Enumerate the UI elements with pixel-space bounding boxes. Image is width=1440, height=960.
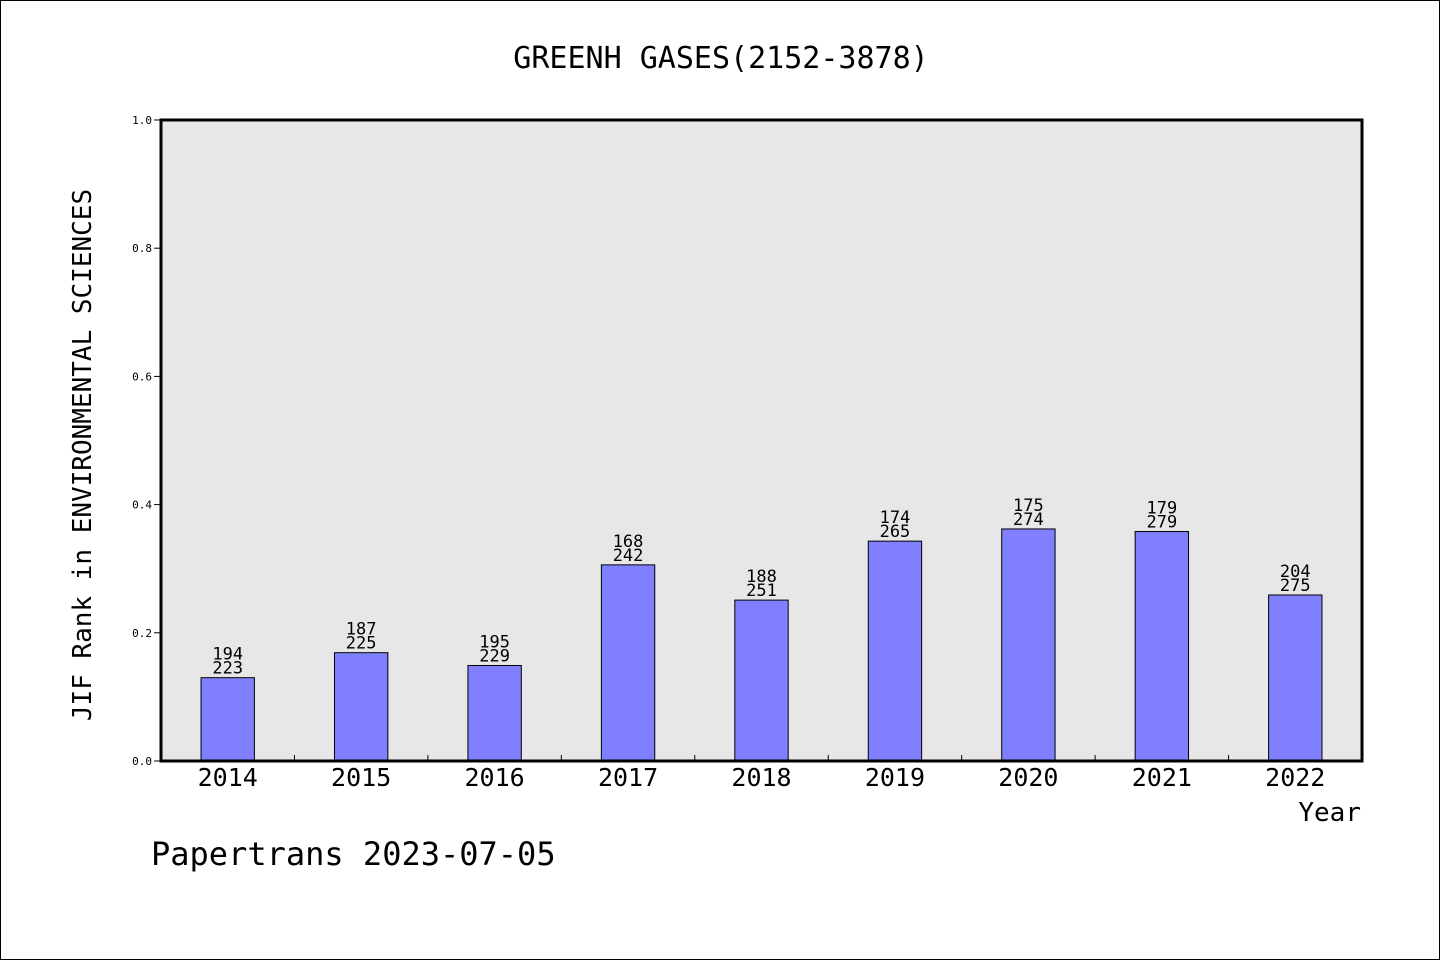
bar-total-label: 274 — [1013, 510, 1044, 530]
bar-total-label: 242 — [613, 546, 644, 566]
bar-total-label: 275 — [1280, 576, 1311, 596]
y-axis: 0.0 0.2 0.4 0.6 0.8 1.0 — [132, 114, 161, 768]
footer-credit: Papertrans 2023-07-05 — [151, 835, 556, 873]
y-axis-title: JIF Rank in ENVIRONMENTAL SCIENCES — [68, 189, 98, 721]
bar — [867, 540, 923, 762]
x-axis-title: Year — [1298, 798, 1361, 828]
bar — [600, 564, 656, 762]
plot-frame — [159, 118, 1364, 763]
x-tick-label: 2022 — [1265, 763, 1325, 792]
bar-rank-label: 175 — [1013, 496, 1044, 516]
bar-rank-label: 174 — [880, 508, 911, 528]
x-tick-label: 2018 — [731, 763, 791, 792]
y-tick-label: 0.6 — [132, 370, 152, 383]
bar — [1001, 528, 1056, 762]
y-tick-label: 1.0 — [132, 114, 152, 127]
x-tick-label: 2015 — [331, 763, 391, 792]
x-tick-label: 2017 — [598, 763, 658, 792]
x-tick-label: 2014 — [198, 763, 258, 792]
bar — [734, 599, 789, 762]
bar-rank-label: 188 — [746, 567, 777, 587]
bar-rank-label: 179 — [1146, 499, 1177, 519]
bar-total-label: 223 — [212, 659, 243, 679]
bar-total-label: 251 — [746, 581, 777, 601]
x-tick-label: 2016 — [465, 763, 525, 792]
bar-rank-label: 168 — [613, 532, 644, 552]
x-tick-label: 2021 — [1132, 763, 1192, 792]
x-tick-label: 2019 — [865, 763, 925, 792]
x-tick-label: 2020 — [998, 763, 1058, 792]
y-tick-label: 0.2 — [132, 627, 152, 640]
bar — [467, 664, 522, 762]
y-tick-label: 0.8 — [132, 242, 152, 255]
bar — [1134, 531, 1190, 762]
bar — [1268, 594, 1323, 762]
bar — [333, 652, 389, 762]
bar-rank-label: 195 — [479, 632, 510, 652]
bar — [200, 677, 255, 762]
bar-total-label: 229 — [479, 646, 510, 666]
bar-rank-label: 187 — [346, 620, 377, 640]
bars-layer — [200, 528, 1323, 762]
bar-total-label: 225 — [346, 634, 377, 654]
y-tick-label: 0.4 — [132, 499, 152, 512]
bar-total-label: 265 — [880, 522, 911, 542]
x-axis: 2014 2015 2016 2017 2018 2019 2020 2021 2022 — [198, 755, 1325, 792]
chart-title: GREENH GASES(2152-3878) — [513, 41, 928, 76]
bar-rank-label: 194 — [212, 645, 243, 665]
bar-rank-label: 204 — [1280, 562, 1311, 582]
bar-total-label: 279 — [1146, 513, 1177, 533]
y-tick-label: 0.0 — [132, 755, 152, 768]
